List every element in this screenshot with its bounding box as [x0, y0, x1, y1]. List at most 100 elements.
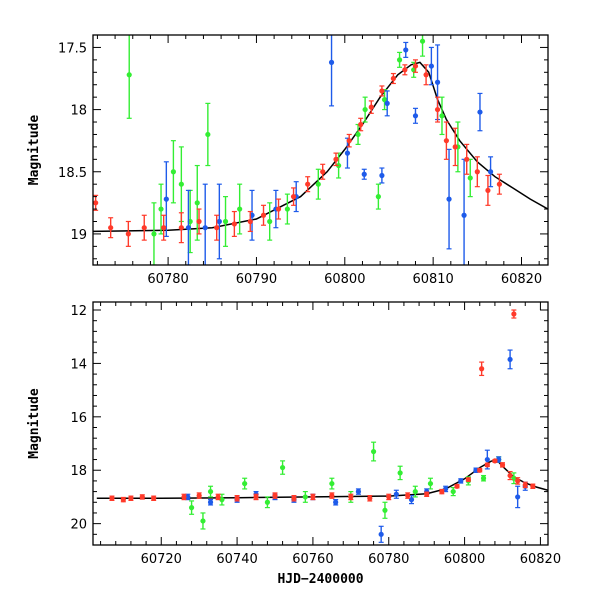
data-point: [93, 194, 99, 211]
data-point: [200, 512, 206, 530]
data-point: [424, 491, 430, 497]
data-point: [507, 349, 513, 370]
marker: [412, 63, 419, 69]
series-2: [93, 59, 503, 247]
model-curve: [96, 459, 548, 500]
data-point: [434, 96, 441, 123]
data-point: [382, 501, 388, 519]
marker: [214, 225, 220, 231]
marker: [522, 482, 528, 488]
data-point: [477, 467, 483, 473]
marker: [93, 200, 99, 206]
data-point: [247, 210, 253, 233]
marker: [507, 472, 513, 479]
marker: [315, 181, 321, 187]
data-point: [355, 488, 362, 495]
marker: [439, 488, 445, 495]
data-point: [511, 309, 517, 319]
marker: [333, 499, 339, 505]
marker: [181, 494, 187, 500]
marker: [384, 100, 390, 106]
marker: [443, 138, 449, 144]
marker: [423, 72, 429, 78]
data-point: [439, 96, 445, 136]
marker: [530, 483, 536, 489]
marker: [485, 187, 491, 194]
data-point: [465, 476, 471, 483]
y-axis-title: Magnitude: [27, 115, 42, 186]
marker: [443, 486, 449, 492]
data-point: [126, 35, 132, 119]
marker: [477, 109, 483, 115]
data-point: [487, 156, 494, 188]
data-point: [484, 462, 490, 468]
data-point: [272, 492, 278, 499]
data-point: [419, 35, 426, 57]
marker: [461, 212, 467, 218]
data-point: [178, 146, 184, 223]
top-panel-zoom: 60780 60790 60800 60810 60820 17.5 18 18.5 19 Mag…: [27, 34, 549, 287]
marker: [267, 218, 273, 225]
data-point: [141, 214, 147, 241]
data-point: [328, 35, 335, 107]
data-point: [329, 477, 335, 490]
marker: [242, 480, 248, 487]
data-point: [305, 176, 311, 193]
marker: [355, 488, 362, 495]
marker: [403, 47, 409, 53]
marker: [237, 206, 243, 212]
marker: [291, 495, 297, 501]
y-axis-title: Magnitude: [27, 388, 42, 459]
marker: [450, 488, 456, 495]
data-point: [499, 462, 506, 468]
data-point: [207, 485, 214, 498]
marker: [499, 462, 506, 468]
data-point: [290, 187, 297, 206]
data-point: [458, 478, 464, 484]
marker: [464, 156, 470, 162]
marker: [279, 464, 286, 471]
marker: [368, 104, 374, 110]
marker: [390, 75, 396, 82]
data-point: [320, 163, 326, 180]
marker: [434, 79, 441, 85]
data-point: [412, 59, 419, 73]
data-point: [291, 494, 297, 502]
data-point: [367, 494, 373, 502]
marker: [381, 97, 388, 103]
marker: [465, 476, 471, 483]
data-point: [260, 204, 267, 226]
data-point: [381, 89, 388, 111]
marker: [151, 495, 157, 501]
data-point: [336, 152, 342, 179]
marker: [405, 492, 411, 499]
marker: [362, 106, 368, 113]
marker: [163, 196, 169, 202]
data-point: [362, 96, 368, 123]
data-point: [492, 458, 498, 464]
marker: [344, 150, 351, 156]
marker: [361, 171, 367, 177]
marker: [215, 494, 221, 500]
marker: [467, 175, 473, 181]
marker: [329, 480, 335, 487]
data-point: [333, 499, 339, 506]
marker: [207, 499, 214, 505]
data-point: [120, 496, 126, 503]
series-0: [188, 441, 517, 530]
data-point: [234, 494, 240, 502]
data-point: [452, 127, 458, 167]
data-point: [439, 488, 445, 495]
x-tick-label: 60800: [324, 272, 365, 287]
data-point: [379, 85, 385, 97]
marker: [346, 138, 352, 144]
data-point: [333, 152, 339, 167]
data-point: [109, 495, 115, 502]
marker: [178, 225, 184, 231]
marker: [454, 483, 460, 489]
data-point: [188, 500, 195, 515]
data-point: [207, 499, 214, 506]
y-tick-label: 16: [70, 411, 87, 426]
marker: [126, 72, 132, 78]
marker: [393, 491, 399, 497]
